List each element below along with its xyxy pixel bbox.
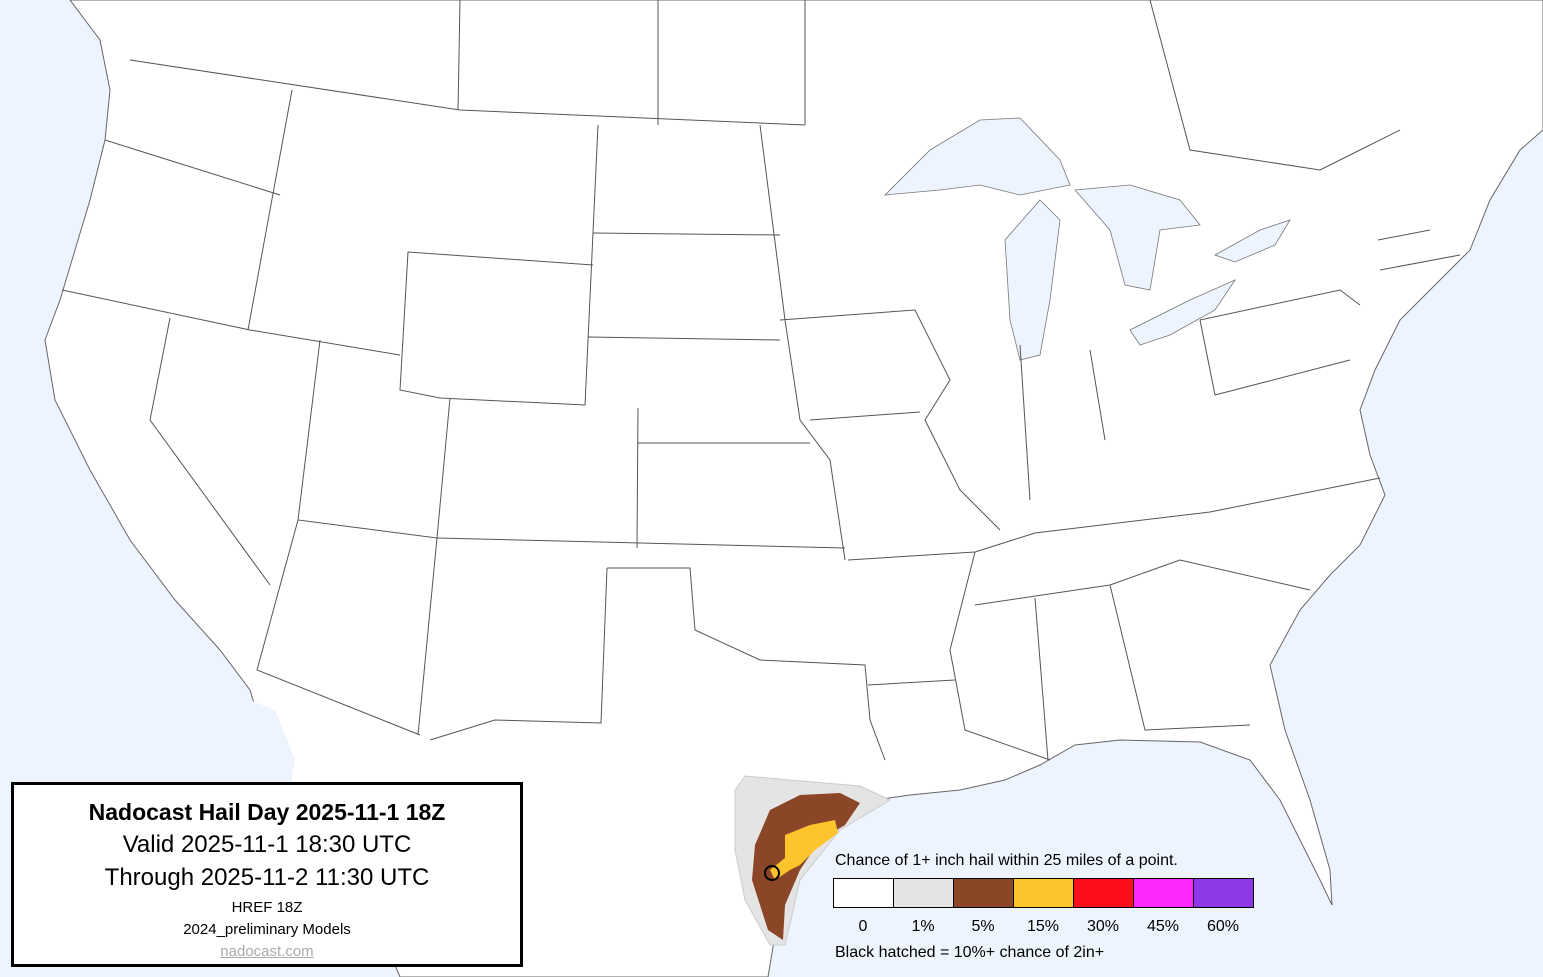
legend-label: 15% <box>1026 918 1060 935</box>
legend-title: Chance of 1+ inch hail within 25 miles o… <box>835 852 1178 869</box>
legend-label: 1% <box>911 918 935 935</box>
legend-swatch <box>894 879 954 907</box>
legend-labels: 0 1% 5% 15% 30% 45% 60% <box>833 918 1253 936</box>
legend-colorbar <box>833 878 1254 908</box>
legend-swatch <box>1074 879 1134 907</box>
legend-swatch <box>1134 879 1194 907</box>
legend-swatch <box>954 879 1014 907</box>
legend-swatch <box>1014 879 1074 907</box>
model-run: HREF 18Z <box>231 899 303 916</box>
title-box: Nadocast Hail Day 2025-11-1 18Z Valid 20… <box>11 782 523 967</box>
legend-note: Black hatched = 10%+ chance of 2in+ <box>835 944 1105 961</box>
through-time: Through 2025-11-2 11:30 UTC <box>104 864 430 891</box>
prob-15pct-area <box>770 820 838 880</box>
legend-label: 45% <box>1146 918 1180 935</box>
valid-time: Valid 2025-11-1 18:30 UTC <box>122 831 412 858</box>
legend-label: 0 <box>858 918 868 935</box>
state-borders <box>61 0 1461 761</box>
hail-probability-areas <box>734 775 892 946</box>
land <box>44 0 1543 977</box>
model-version: 2024_preliminary Models <box>183 921 351 938</box>
nadocast-link[interactable]: nadocast.com <box>220 943 314 960</box>
legend-swatch <box>834 879 894 907</box>
baja-gulf <box>250 700 295 790</box>
map-title: Nadocast Hail Day 2025-11-1 18Z <box>88 799 446 825</box>
legend-swatch <box>1194 879 1253 907</box>
legend-label: 60% <box>1206 918 1240 935</box>
sig-hail-hatch <box>764 865 780 881</box>
great-lakes <box>883 117 1291 361</box>
legend-label: 30% <box>1086 918 1120 935</box>
legend-label: 5% <box>971 918 995 935</box>
